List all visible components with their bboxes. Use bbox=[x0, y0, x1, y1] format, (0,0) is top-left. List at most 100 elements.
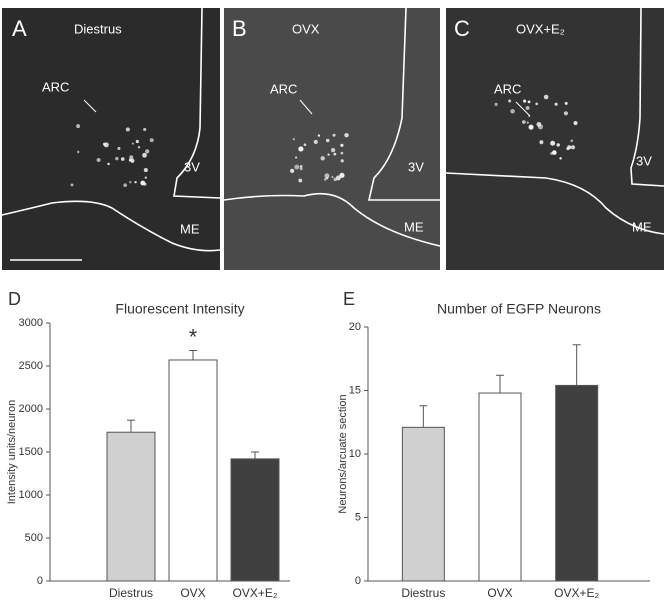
outline bbox=[445, 172, 664, 235]
bar bbox=[478, 392, 522, 582]
panel-label: D bbox=[8, 289, 21, 309]
y-tick-label: 5 bbox=[355, 511, 361, 523]
cell bbox=[566, 147, 570, 151]
x-tick-label: OVX bbox=[487, 586, 512, 600]
panel-label: C bbox=[454, 16, 470, 41]
cell bbox=[508, 99, 512, 103]
x-tick-label: OVX bbox=[180, 586, 205, 600]
panel-label: B bbox=[232, 16, 247, 41]
cell bbox=[70, 183, 74, 187]
cell bbox=[550, 140, 556, 146]
outline bbox=[173, 7, 221, 199]
panel-label: E bbox=[343, 289, 355, 309]
cell bbox=[120, 157, 125, 161]
cell bbox=[129, 181, 132, 184]
cell bbox=[523, 99, 527, 103]
cell bbox=[295, 156, 298, 159]
panel-label: A bbox=[12, 16, 27, 41]
cell bbox=[149, 138, 154, 143]
x-tick-label: Diestrus bbox=[109, 586, 153, 600]
y-tick-label: 15 bbox=[349, 384, 361, 396]
outline bbox=[367, 7, 440, 201]
cell bbox=[303, 143, 307, 147]
cell bbox=[130, 158, 135, 163]
cell bbox=[145, 149, 150, 154]
x-tick-label: Diestrus bbox=[401, 586, 445, 600]
cell bbox=[564, 101, 568, 105]
cell bbox=[298, 146, 304, 152]
label: 3V bbox=[184, 159, 200, 174]
cell bbox=[142, 152, 147, 158]
cell bbox=[290, 168, 295, 174]
cell bbox=[559, 157, 562, 160]
y-tick-label: 10 bbox=[349, 448, 361, 460]
cell bbox=[324, 173, 330, 179]
cell bbox=[325, 138, 330, 143]
cell bbox=[327, 153, 330, 156]
cell bbox=[570, 139, 574, 143]
cell bbox=[556, 143, 560, 147]
cell bbox=[129, 155, 134, 160]
y-tick-label: 3000 bbox=[19, 317, 43, 329]
label: ME bbox=[404, 219, 424, 234]
cell bbox=[317, 134, 321, 137]
label: ME bbox=[180, 221, 200, 236]
cell bbox=[131, 142, 134, 145]
cell bbox=[344, 132, 349, 138]
micrograph bbox=[446, 8, 664, 270]
cell bbox=[539, 140, 544, 145]
cell bbox=[494, 102, 498, 107]
bar bbox=[401, 426, 445, 582]
cell bbox=[135, 139, 139, 144]
cell bbox=[340, 159, 344, 163]
cell bbox=[551, 150, 557, 155]
x-tick-label: OVX+E₂ bbox=[232, 586, 277, 600]
y-tick-label: 20 bbox=[349, 321, 361, 333]
cell bbox=[331, 176, 334, 179]
label: 3V bbox=[636, 153, 652, 168]
cell bbox=[526, 121, 529, 124]
panel-a: A Diestrus ARC 3V ME bbox=[1, 7, 221, 270]
cell bbox=[525, 106, 530, 110]
outline bbox=[223, 192, 441, 247]
cell bbox=[563, 111, 568, 116]
pointer bbox=[299, 99, 313, 115]
cell bbox=[76, 150, 80, 154]
label: 3V bbox=[408, 159, 424, 174]
cell bbox=[554, 102, 558, 106]
panel-title: OVX bbox=[292, 21, 320, 36]
pointer bbox=[515, 101, 531, 117]
chart-title: Number of EGFP Neurons bbox=[437, 301, 601, 317]
cell bbox=[107, 162, 110, 166]
cell bbox=[299, 167, 303, 171]
cell bbox=[543, 94, 549, 100]
panel-c: C OVX+E₂ ARC 3V ME bbox=[445, 7, 664, 270]
cell bbox=[522, 120, 526, 124]
cell bbox=[510, 108, 515, 114]
y-tick-label: 1000 bbox=[19, 489, 43, 501]
cell bbox=[573, 120, 578, 126]
label: ARC bbox=[270, 81, 297, 96]
cell bbox=[102, 142, 107, 146]
cell bbox=[294, 164, 300, 170]
cell bbox=[570, 145, 576, 150]
cell bbox=[536, 121, 542, 127]
cell bbox=[299, 165, 303, 168]
cell bbox=[339, 172, 345, 178]
cell bbox=[125, 127, 130, 132]
cell bbox=[340, 151, 344, 155]
y-tick-label: 0 bbox=[355, 575, 361, 587]
y-tick-label: 0 bbox=[37, 575, 43, 587]
cell bbox=[340, 143, 344, 147]
y-tick-label: 1500 bbox=[19, 446, 43, 458]
cell bbox=[143, 127, 147, 132]
bar bbox=[106, 431, 156, 582]
cell bbox=[144, 176, 147, 179]
bar bbox=[555, 384, 599, 582]
cell bbox=[332, 133, 336, 137]
cell bbox=[528, 124, 534, 130]
cell bbox=[528, 115, 531, 118]
x-tick-label: OVX+E₂ bbox=[554, 586, 599, 600]
panel-title: OVX+E₂ bbox=[516, 21, 565, 36]
panel-b: B OVX ARC 3V ME bbox=[223, 7, 441, 270]
